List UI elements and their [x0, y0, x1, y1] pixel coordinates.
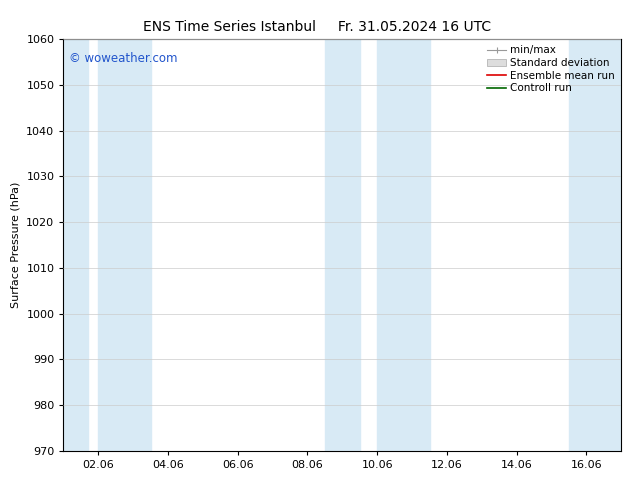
Bar: [325, 39, 359, 451]
Legend: min/max, Standard deviation, Ensemble mean run, Controll run: min/max, Standard deviation, Ensemble me…: [484, 42, 618, 97]
Bar: [98, 39, 150, 451]
Text: ENS Time Series Istanbul     Fr. 31.05.2024 16 UTC: ENS Time Series Istanbul Fr. 31.05.2024 …: [143, 20, 491, 34]
Bar: [377, 39, 430, 451]
Bar: [569, 39, 621, 451]
Bar: [63, 39, 87, 451]
Text: © woweather.com: © woweather.com: [69, 51, 178, 65]
Y-axis label: Surface Pressure (hPa): Surface Pressure (hPa): [11, 182, 21, 308]
